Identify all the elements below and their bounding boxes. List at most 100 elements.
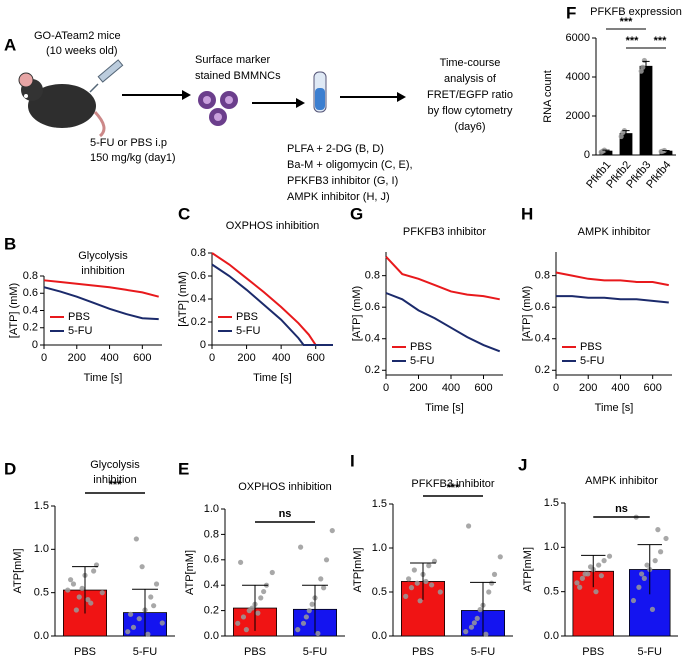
data-point: [403, 593, 409, 600]
chart-title: OXPHOS inhibition: [226, 220, 320, 232]
significance-label: ***: [626, 35, 640, 47]
data-point: [159, 620, 165, 626]
schematic-text: PFKFB3 inhibitor (G, I): [287, 175, 398, 187]
data-point: [68, 577, 74, 583]
panel-letter: E: [178, 459, 189, 478]
series-line: [211, 263, 333, 346]
syringe-icon: [89, 59, 124, 93]
x-tick-label: 600: [133, 352, 151, 364]
y-tick-label: 2000: [566, 110, 590, 122]
chart-title: AMPK inhibitor: [585, 475, 658, 487]
y-tick-label: 0.4: [23, 304, 38, 316]
x-tick-label: PBS: [582, 646, 604, 658]
significance-label: ns: [279, 508, 292, 520]
significance-label: ***: [620, 16, 634, 28]
x-axis-label: Time [s]: [84, 372, 123, 384]
legend-label: PBS: [68, 311, 90, 323]
data-point: [323, 557, 330, 563]
data-point: [483, 631, 489, 637]
x-tick-label: 5-FU: [471, 646, 496, 658]
x-tick-label: 5-FU: [133, 646, 158, 658]
x-axis-label: Time [s]: [595, 402, 634, 414]
data-point: [655, 527, 661, 533]
data-point: [606, 553, 613, 559]
x-tick-label: 0: [41, 352, 47, 364]
schematic-text: Surface marker: [195, 54, 271, 66]
bar: [639, 65, 653, 156]
data-point: [145, 631, 151, 637]
chart-title: Glycolysis: [90, 459, 140, 471]
y-axis-label: ATP[mM]: [12, 548, 24, 593]
legend-label: 5-FU: [410, 355, 435, 367]
chart-title: OXPHOS inhibition: [238, 481, 332, 493]
legend-label: 5-FU: [580, 355, 605, 367]
series-line: [43, 279, 159, 298]
x-tick-label: 5-FU: [638, 646, 663, 658]
data-point: [417, 598, 423, 604]
legend-label: PBS: [236, 311, 258, 323]
legend-label: PBS: [580, 341, 602, 353]
data-point: [474, 615, 480, 622]
data-point: [76, 594, 82, 600]
data-point: [139, 564, 145, 570]
x-tick-label: 400: [611, 382, 629, 394]
y-tick-label: 0.6: [535, 301, 550, 313]
arrow-head: [182, 90, 191, 100]
data-point: [295, 627, 301, 633]
data-point: [235, 620, 241, 626]
data-point: [468, 624, 475, 630]
panel-letter: H: [521, 204, 533, 223]
x-tick-label: PBS: [412, 646, 434, 658]
y-tick-label: 0.5: [372, 586, 387, 598]
x-tick-label: 0: [553, 382, 559, 394]
schematic-text: analysis of: [444, 73, 497, 85]
y-tick-label: 0.6: [23, 287, 38, 299]
data-point: [309, 601, 315, 607]
significance-label: ***: [654, 35, 668, 47]
chart-title: PFKFB expression: [590, 6, 682, 18]
schematic-text: (10 weeks old): [46, 45, 118, 57]
legend-label: 5-FU: [68, 325, 93, 337]
data-point: [639, 571, 645, 577]
data-point: [491, 571, 498, 578]
data-point: [618, 133, 624, 140]
data-point: [406, 576, 412, 582]
data-point: [579, 575, 586, 581]
arrow-head: [397, 92, 406, 102]
y-tick-label: 0.8: [23, 270, 38, 282]
data-point: [598, 573, 604, 579]
arrow-head: [296, 98, 305, 108]
significance-label: ***: [109, 479, 123, 491]
series-line: [385, 292, 501, 353]
data-point: [303, 614, 309, 620]
data-point: [574, 580, 580, 586]
x-tick-label: 200: [409, 382, 427, 394]
data-point: [258, 595, 264, 601]
y-tick-label: 0.0: [204, 630, 219, 642]
x-tick-label: 200: [237, 352, 255, 364]
y-tick-label: 4000: [566, 71, 590, 83]
legend-label: PBS: [410, 341, 432, 353]
x-tick-label: 400: [100, 352, 118, 364]
y-axis-label: ATP[mM]: [184, 550, 196, 595]
data-point: [437, 589, 443, 595]
x-tick-label: 0: [383, 382, 389, 394]
chart-title: PFKFB3 inhibitor: [411, 478, 494, 490]
x-tick-label: 0: [209, 352, 215, 364]
data-point: [657, 549, 664, 555]
y-tick-label: 0.2: [204, 605, 219, 617]
data-point: [99, 590, 105, 596]
panel-letter: J: [518, 455, 527, 474]
data-point: [261, 588, 267, 595]
x-tick-label: 400: [442, 382, 460, 394]
data-point: [306, 608, 312, 614]
data-point: [463, 629, 469, 635]
y-tick-label: 0.8: [365, 270, 380, 282]
schematic-text: (day6): [454, 121, 485, 133]
data-point: [497, 554, 503, 560]
data-point: [130, 624, 137, 630]
data-point: [408, 585, 415, 591]
panel-letter: C: [178, 204, 190, 223]
y-axis-label: [ATP] (mM): [521, 286, 533, 341]
